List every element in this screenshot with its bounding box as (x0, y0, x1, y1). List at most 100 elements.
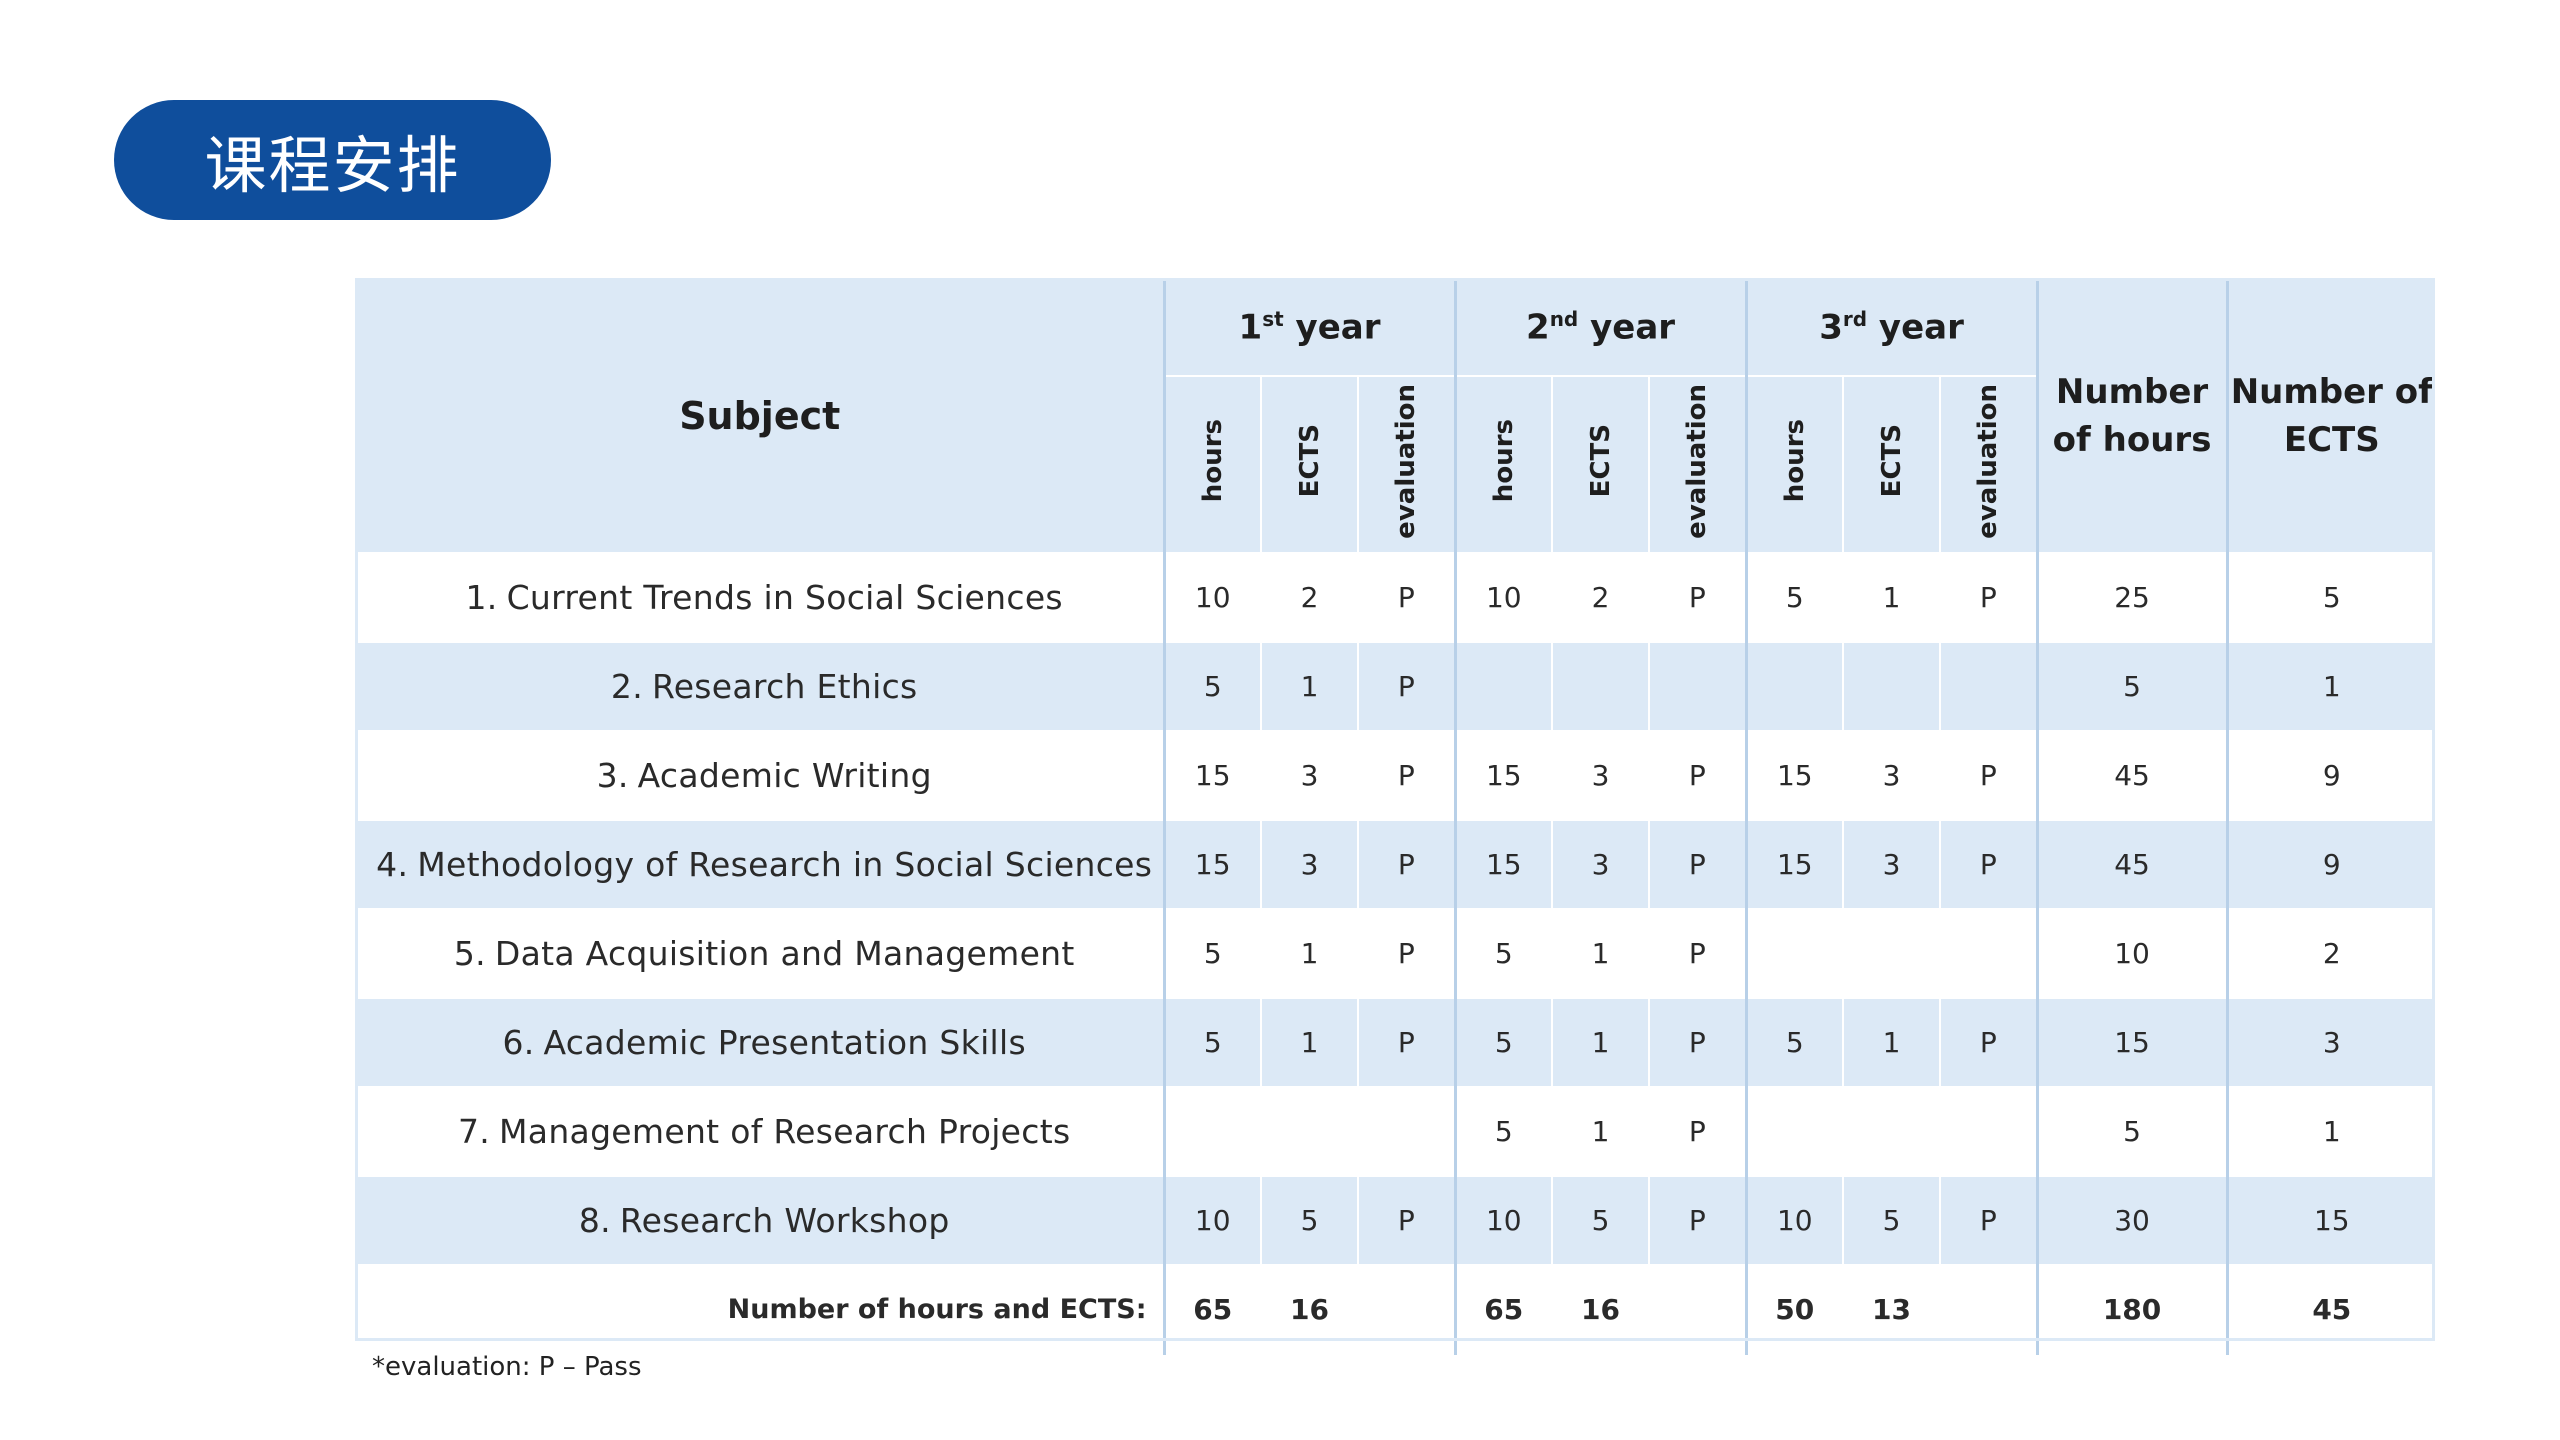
year-ects-cell (1842, 908, 1942, 999)
year-hours-cell: 15 (1745, 819, 1845, 910)
total-hours-cell: 5 (2036, 641, 2229, 732)
total-hours-cell: 45 (2036, 730, 2229, 821)
total-hours-cell: 15 (2036, 997, 2229, 1088)
year-ects-cell: 2 (1260, 552, 1359, 643)
hours-subheader: hours (1488, 419, 1519, 503)
year-ects-cell (1842, 1086, 1942, 1177)
year-hours-cell (1163, 1086, 1262, 1177)
subject-cell: 6. Academic Presentation Skills (355, 997, 1166, 1088)
year-hours-cell: 10 (1745, 1175, 1845, 1266)
totals-year-cell: 65 (1454, 1264, 1554, 1355)
year-hours-cell: 5 (1454, 997, 1554, 1088)
year-evaluation-cell: P (1648, 908, 1748, 999)
year-header: 3rd year (1745, 278, 2039, 377)
totals-label: Number of hours and ECTS: (355, 1264, 1166, 1355)
year-evaluation-cell (1939, 641, 2039, 732)
year-ects-cell: 5 (1260, 1175, 1359, 1266)
subject-number: 1. (465, 578, 498, 617)
year-ects-cell (1551, 641, 1651, 732)
subject-cell: 8. Research Workshop (355, 1175, 1166, 1266)
footnote: *evaluation: P – Pass (372, 1352, 642, 1382)
evaluation-subheader: evaluation (1682, 383, 1713, 539)
total-ects-cell: 3 (2226, 997, 2438, 1088)
year-hours-cell: 5 (1454, 908, 1554, 999)
year-suffix: st (1262, 307, 1284, 332)
subject-number: 7. (457, 1112, 491, 1151)
year-number: 2 (1526, 307, 1550, 348)
year-evaluation-cell (1939, 908, 2039, 999)
year-ects-cell: 1 (1551, 997, 1651, 1088)
year-hours-cell: 10 (1454, 1175, 1554, 1266)
year-ects-cell: 3 (1260, 730, 1359, 821)
table-row: 4. Methodology of Research in Social Scie… (355, 819, 2438, 910)
table-row: 6. Academic Presentation Skills 5 1 P 5 1 P 5 1 P 1… (355, 997, 2438, 1088)
year-hours-cell: 15 (1454, 819, 1554, 910)
year-number: 3 (1819, 307, 1843, 348)
year-evaluation-cell: P (1648, 1175, 1748, 1266)
subject-name: Management of Research Projects (499, 1112, 1071, 1151)
year-evaluation-cell: P (1939, 730, 2039, 821)
totals-year-cell: 16 (1551, 1264, 1651, 1355)
year-ects-cell: 1 (1842, 552, 1942, 643)
subject-cell: 2. Research Ethics (355, 641, 1166, 732)
subject-cell: 3. Academic Writing (355, 730, 1166, 821)
total-ects-cell: 2 (2226, 908, 2438, 999)
year-hours-cell: 15 (1454, 730, 1554, 821)
year-evaluation-cell: P (1648, 1086, 1748, 1177)
year-ects-cell: 3 (1260, 819, 1359, 910)
year-evaluation-cell (1648, 641, 1748, 732)
year-ects-cell: 1 (1551, 1086, 1651, 1177)
year-ects-cell: 3 (1842, 730, 1942, 821)
evaluation-subheader: evaluation (1391, 383, 1422, 539)
year-evaluation-cell: P (1356, 730, 1457, 821)
subject-number: 5. (453, 934, 486, 973)
year-evaluation-cell: P (1356, 819, 1457, 910)
year-ects-cell: 1 (1260, 641, 1359, 732)
total-ects-cell: 9 (2226, 819, 2438, 910)
hours-subheader: hours (1779, 419, 1810, 503)
year-evaluation-cell: P (1356, 552, 1457, 643)
section-title: 课程安排 (114, 100, 551, 220)
hours-subheader: hours (1197, 419, 1228, 503)
year-ects-cell (1842, 641, 1942, 732)
year-suffix: nd (1549, 307, 1579, 332)
ects-subheader: ECTS (1585, 424, 1616, 498)
year-evaluation-cell: P (1939, 997, 2039, 1088)
subject-number: 8. (578, 1201, 611, 1240)
total-ects-cell: 15 (2226, 1175, 2438, 1266)
total-ects-cell: 1 (2226, 1086, 2438, 1177)
subject-cell: 5. Data Acquisition and Management (355, 908, 1166, 999)
year-hours-cell: 5 (1745, 997, 1845, 1088)
subject-number: 3. (596, 756, 629, 795)
year-ects-cell: 1 (1842, 997, 1942, 1088)
year-ects-cell: 5 (1551, 1175, 1651, 1266)
year-ects-cell: 3 (1551, 819, 1651, 910)
year-hours-cell: 5 (1745, 552, 1845, 643)
year-ects-cell: 5 (1842, 1175, 1942, 1266)
year-number: 1 (1238, 307, 1263, 348)
totals-year-cell: 50 (1745, 1264, 1845, 1355)
totals-year-cell (1939, 1264, 2039, 1355)
year-hours-cell: 10 (1163, 1175, 1262, 1266)
year-evaluation-cell: P (1356, 1175, 1457, 1266)
total-hours-cell: 30 (2036, 1175, 2229, 1266)
grand-total-hours: 180 (2036, 1264, 2229, 1355)
totals-row: Number of hours and ECTS: 65 16 65 16 50 13 180… (355, 1264, 2438, 1355)
year-hours-cell: 5 (1163, 997, 1262, 1088)
subject-name: Academic Writing (637, 756, 932, 795)
year-word: year (1590, 307, 1676, 348)
year-evaluation-cell: P (1939, 552, 2039, 643)
total-ects-header: Number of ECTS (2226, 278, 2438, 554)
ects-subheader: ECTS (1294, 424, 1325, 498)
table-row: 3. Academic Writing 15 3 P 15 3 P 15 3 P 45 9 (355, 730, 2438, 821)
year-evaluation-cell: P (1356, 908, 1457, 999)
year-header: 1st year (1162, 278, 1457, 377)
year-ects-cell: 1 (1260, 908, 1359, 999)
year-hours-cell (1454, 641, 1554, 732)
subject-header: Subject (355, 278, 1166, 554)
grand-total-ects: 45 (2226, 1264, 2438, 1355)
year-hours-cell: 10 (1163, 552, 1262, 643)
year-evaluation-cell (1356, 1086, 1457, 1177)
year-ects-cell (1260, 1086, 1359, 1177)
